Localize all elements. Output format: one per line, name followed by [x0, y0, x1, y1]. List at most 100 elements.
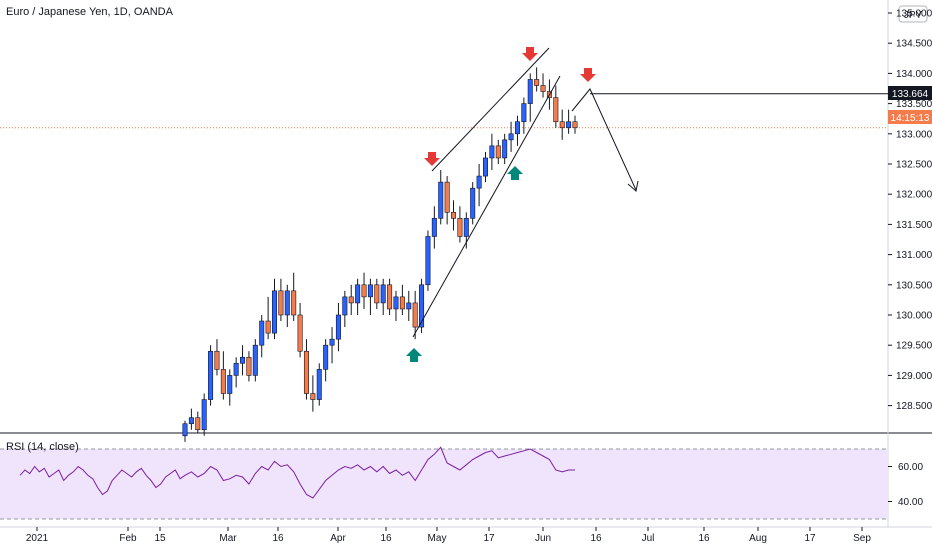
candle-body	[284, 290, 290, 316]
candle[interactable]	[355, 278, 361, 315]
candle[interactable]	[233, 357, 239, 388]
candle[interactable]	[303, 339, 309, 400]
candle[interactable]	[406, 290, 412, 322]
candle[interactable]	[393, 290, 399, 322]
candle[interactable]	[431, 206, 437, 249]
candle-body	[451, 212, 457, 219]
candle[interactable]	[291, 272, 297, 322]
candle[interactable]	[572, 115, 578, 134]
price-axis[interactable]: 135.000 134.500 134.000 133.500 133.000 132.5…	[888, 9, 932, 413]
candle[interactable]	[425, 230, 431, 291]
candle[interactable]	[489, 133, 495, 171]
candle-body	[495, 145, 501, 159]
candle[interactable]	[438, 170, 444, 225]
candle[interactable]	[227, 369, 233, 406]
candle[interactable]	[259, 315, 265, 358]
candle[interactable]	[380, 278, 386, 315]
date-tick-label: 16	[272, 533, 284, 544]
sell-arrow-icon	[522, 47, 538, 61]
candle[interactable]	[297, 302, 303, 358]
candle[interactable]	[246, 351, 252, 382]
candle[interactable]	[240, 345, 246, 376]
candle-body	[259, 320, 265, 346]
currency-badge[interactable]: JPY	[898, 5, 928, 23]
candle[interactable]	[316, 363, 322, 406]
candle[interactable]	[335, 302, 341, 352]
rsi-title: RSI (14, close)	[6, 441, 79, 453]
candle[interactable]	[399, 284, 405, 315]
candle[interactable]	[476, 164, 482, 207]
candle[interactable]	[514, 115, 520, 146]
candle[interactable]	[502, 133, 508, 164]
candle[interactable]	[419, 278, 425, 334]
candle[interactable]	[323, 339, 329, 382]
buy-arrow-icon	[406, 348, 422, 362]
candle[interactable]	[444, 176, 450, 225]
candle[interactable]	[534, 67, 540, 92]
candle[interactable]	[495, 139, 501, 164]
rsi-pane[interactable]	[0, 446, 888, 520]
candle[interactable]	[310, 375, 316, 412]
projection-path[interactable]	[571, 88, 637, 191]
price-tick-label: 131.000	[896, 250, 932, 261]
candle[interactable]	[508, 121, 514, 152]
price-tick-label: 132.000	[896, 190, 932, 201]
candle[interactable]	[361, 272, 367, 309]
candle[interactable]	[214, 339, 220, 376]
candle[interactable]	[451, 200, 457, 231]
candle-body	[444, 181, 450, 213]
date-axis[interactable]: 2021 Feb 15 Mar 16 Apr 16 May 17 Jun 16 Jul 16 Aug 17 S…	[26, 527, 871, 544]
candle[interactable]	[195, 411, 201, 433]
candle[interactable]	[342, 290, 348, 328]
wedge-lower-trendline[interactable]	[412, 75, 561, 338]
candle-body	[355, 284, 361, 304]
candle[interactable]	[220, 351, 226, 400]
candle-body	[431, 218, 437, 237]
candle[interactable]	[470, 182, 476, 225]
candle-body	[540, 85, 546, 92]
candle[interactable]	[540, 73, 546, 98]
candle[interactable]	[566, 109, 572, 134]
candle-body	[502, 139, 508, 159]
candle[interactable]	[521, 97, 527, 134]
price-pane[interactable]	[0, 0, 932, 528]
candle[interactable]	[284, 284, 290, 328]
candle[interactable]	[559, 109, 565, 140]
rsi-axis[interactable]: 60.00 40.00	[888, 462, 923, 508]
candle[interactable]	[482, 151, 488, 183]
candle[interactable]	[412, 290, 418, 340]
candle[interactable]	[329, 327, 335, 364]
candle[interactable]	[265, 296, 271, 340]
candle-body	[534, 79, 540, 86]
candle[interactable]	[272, 278, 278, 340]
candle-body	[566, 121, 572, 129]
rsi-line[interactable]	[19, 446, 575, 499]
candle[interactable]	[387, 278, 393, 315]
candle[interactable]	[208, 345, 214, 406]
candle[interactable]	[252, 339, 258, 382]
candle[interactable]	[553, 85, 559, 128]
countdown-label: 14:15:13	[891, 113, 930, 124]
candle[interactable]	[182, 420, 188, 442]
candle-body	[291, 290, 297, 316]
candle[interactable]	[188, 408, 194, 430]
candle[interactable]	[374, 278, 380, 309]
wedge-upper-trendline[interactable]	[431, 47, 550, 172]
candle[interactable]	[201, 393, 207, 436]
date-tick-label: 16	[380, 533, 392, 544]
candle[interactable]	[348, 284, 354, 315]
date-tick-label: Jun	[535, 533, 551, 544]
candle-body	[514, 121, 520, 135]
candle-body	[457, 218, 463, 237]
price-tick-label: 134.000	[896, 69, 932, 80]
candle[interactable]	[278, 278, 284, 322]
candle-body	[208, 350, 214, 400]
price-tick-label: 134.500	[896, 39, 932, 50]
candle[interactable]	[457, 206, 463, 243]
candle[interactable]	[527, 73, 533, 122]
candle[interactable]	[367, 278, 373, 315]
candle-body	[278, 290, 284, 316]
candle-body	[367, 284, 373, 298]
date-tick-label: Apr	[330, 533, 346, 544]
